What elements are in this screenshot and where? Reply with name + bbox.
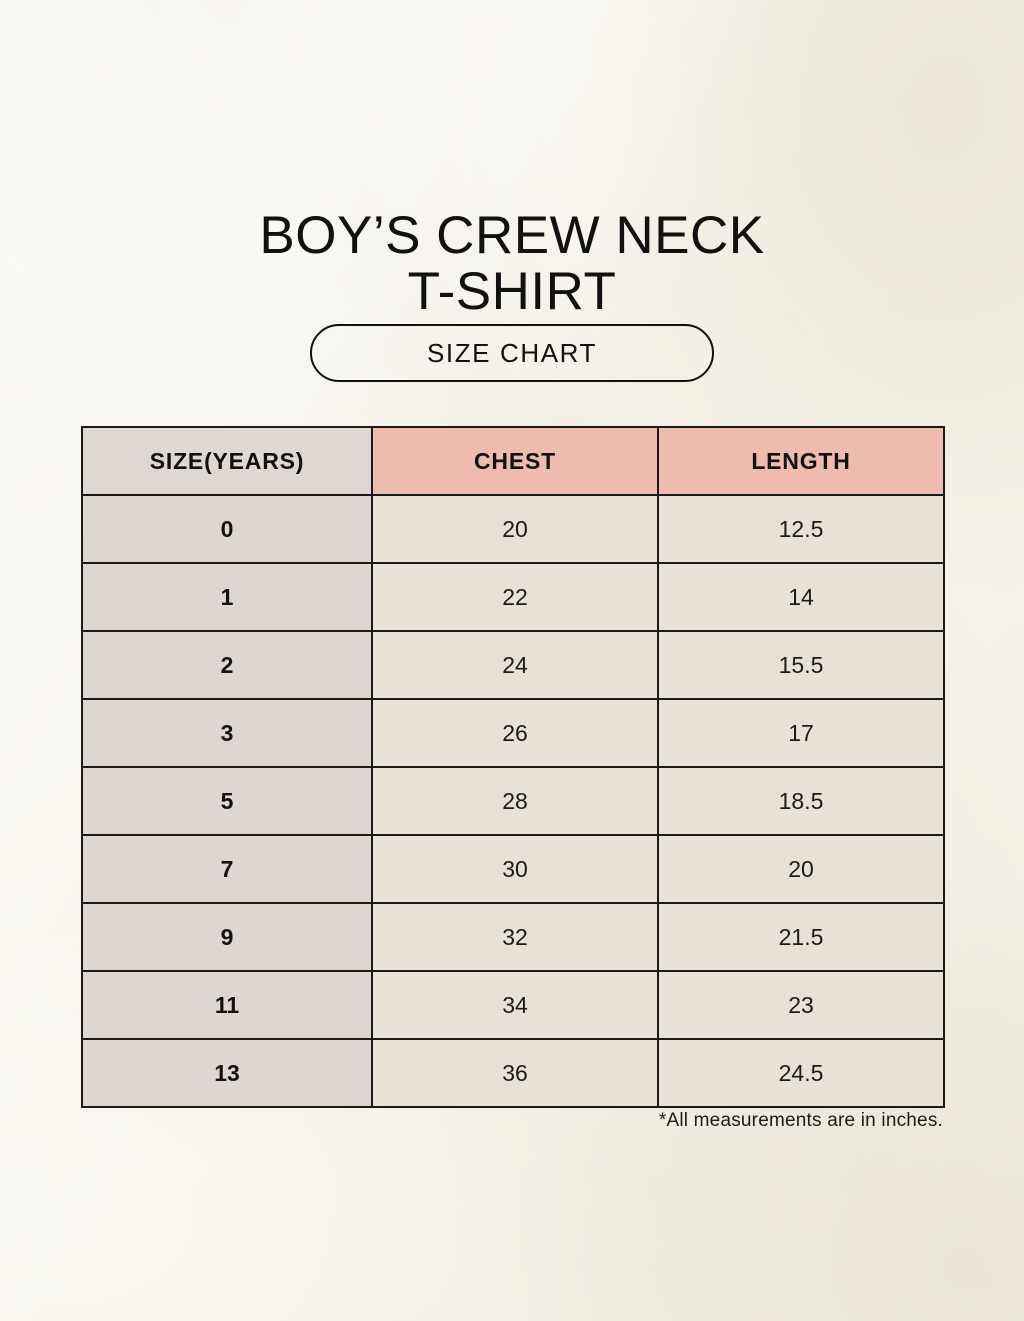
cell-size: 2	[81, 630, 373, 700]
table-row: 13 36 24.5	[81, 1038, 945, 1108]
table-row: 7 30 20	[81, 834, 945, 904]
cell-length: 20	[657, 834, 945, 904]
cell-chest: 30	[371, 834, 659, 904]
cell-size: 7	[81, 834, 373, 904]
size-chart-badge-label: SIZE CHART	[426, 337, 598, 368]
table-row: 3 26 17	[81, 698, 945, 768]
cell-size: 5	[81, 766, 373, 836]
cell-size: 0	[81, 494, 373, 564]
page-title: BOY’S CREW NECK T-SHIRT	[259, 205, 765, 321]
cell-size: 3	[81, 698, 373, 768]
cell-length: 12.5	[657, 494, 945, 564]
cell-length: 24.5	[657, 1038, 945, 1108]
column-header-size: SIZE(YEARS)	[81, 426, 373, 496]
cell-chest: 32	[371, 902, 659, 972]
column-header-length: LENGTH	[657, 426, 945, 496]
cell-chest: 22	[371, 562, 659, 632]
cell-chest: 28	[371, 766, 659, 836]
table-row: 11 34 23	[81, 970, 945, 1040]
table-row: 1 22 14	[81, 562, 945, 632]
size-table-container: SIZE(YEARS) CHEST LENGTH 0 20 12.5 1 22 …	[81, 426, 945, 1108]
table-header-row: SIZE(YEARS) CHEST LENGTH	[81, 426, 945, 496]
cell-length: 14	[657, 562, 945, 632]
table-row: 9 32 21.5	[81, 902, 945, 972]
table-row: 2 24 15.5	[81, 630, 945, 700]
cell-length: 23	[657, 970, 945, 1040]
cell-length: 21.5	[657, 902, 945, 972]
cell-length: 15.5	[657, 630, 945, 700]
cell-size: 9	[81, 902, 373, 972]
cell-size: 1	[81, 562, 373, 632]
size-chart-badge: SIZE CHART	[310, 324, 714, 382]
measurement-footnote: *All measurements are in inches.	[658, 1110, 943, 1131]
size-table-body: 0 20 12.5 1 22 14 2 24 15.5 3 26 17	[81, 494, 945, 1108]
cell-chest: 26	[371, 698, 659, 768]
cell-chest: 36	[371, 1038, 659, 1108]
size-table: SIZE(YEARS) CHEST LENGTH 0 20 12.5 1 22 …	[81, 426, 945, 1108]
cell-chest: 24	[371, 630, 659, 700]
cell-size: 13	[81, 1038, 373, 1108]
column-header-chest: CHEST	[371, 426, 659, 496]
cell-length: 17	[657, 698, 945, 768]
cell-size: 11	[81, 970, 373, 1040]
size-table-head: SIZE(YEARS) CHEST LENGTH	[81, 426, 945, 496]
cell-chest: 20	[371, 494, 659, 564]
cell-length: 18.5	[657, 766, 945, 836]
table-row: 0 20 12.5	[81, 494, 945, 564]
cell-chest: 34	[371, 970, 659, 1040]
table-row: 5 28 18.5	[81, 766, 945, 836]
